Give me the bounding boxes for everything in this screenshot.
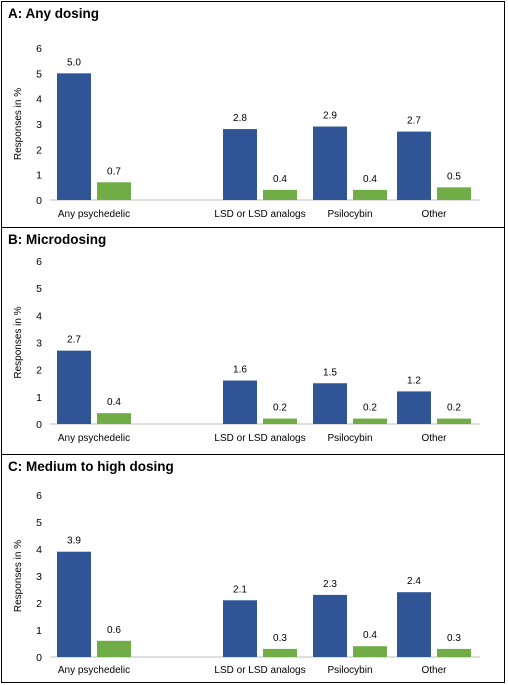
data-label: 0.5: [447, 171, 461, 182]
bar: [353, 646, 387, 657]
x-tick-label: Psilocybin: [327, 433, 372, 444]
data-label: 2.3: [323, 579, 337, 590]
bar: [223, 380, 257, 424]
data-label: 0.2: [447, 403, 461, 414]
data-label: 1.2: [407, 375, 421, 386]
x-tick-label: LSD or LSD analogs: [214, 209, 305, 220]
data-label: 1.5: [323, 367, 337, 378]
bar: [397, 391, 431, 424]
x-tick-label: Psilocybin: [327, 209, 372, 220]
x-tick-label: Any psychedelic: [58, 209, 130, 220]
y-axis-label: Responses in %: [13, 306, 24, 378]
bar: [57, 350, 91, 424]
data-label: 0.4: [363, 174, 377, 185]
chart-panel-medium-high-dosing: C: Medium to high dosing Responses in % 0…: [1, 454, 505, 683]
y-tick-label: 2: [36, 598, 42, 610]
bar: [353, 418, 387, 424]
data-label: 2.8: [233, 113, 247, 124]
y-tick-label: 6: [36, 490, 42, 502]
y-tick-label: 1: [36, 392, 42, 404]
data-label: 0.7: [107, 166, 121, 177]
bar: [223, 129, 257, 200]
y-tick-label: 0: [36, 419, 42, 431]
data-label: 2.9: [323, 111, 337, 122]
x-tick-label: LSD or LSD analogs: [214, 665, 305, 676]
data-label: 3.9: [67, 536, 81, 547]
bar: [263, 648, 297, 657]
bar-chart-svg: Responses in % 0 1 2 3 4 5 6 Any psychedelic 5.0 0…: [13, 43, 480, 220]
y-tick-label: 4: [36, 94, 42, 106]
bar: [223, 600, 257, 657]
data-label: 0.2: [273, 403, 287, 414]
bar: [263, 189, 297, 200]
panel-title: A: Any dosing: [8, 6, 99, 21]
bar: [437, 187, 471, 200]
y-tick-label: 3: [36, 338, 42, 350]
bar: [437, 648, 471, 657]
x-tick-label: Other: [421, 665, 447, 676]
y-tick-label: 0: [36, 652, 42, 664]
y-tick-label: 3: [36, 571, 42, 583]
data-label: 2.1: [233, 584, 247, 595]
data-label: 0.3: [273, 633, 287, 644]
data-label: 0.4: [363, 630, 377, 641]
data-label: 1.6: [233, 365, 247, 376]
bar: [263, 418, 297, 424]
bar: [97, 640, 131, 657]
x-tick-label: Any psychedelic: [58, 665, 130, 676]
data-label: 0.6: [107, 625, 121, 636]
panel-title: C: Medium to high dosing: [8, 459, 174, 474]
y-axis-label: Responses in %: [13, 88, 24, 160]
y-tick-label: 5: [36, 517, 42, 529]
bar: [397, 592, 431, 657]
bar-chart-svg: Responses in % 0 1 2 3 4 5 6 Any psychedelic 3.9 0…: [13, 490, 480, 676]
y-tick-label: 5: [36, 283, 42, 295]
x-tick-label: Other: [421, 209, 447, 220]
bar: [437, 418, 471, 424]
y-tick-label: 4: [36, 544, 42, 556]
x-tick-label: Other: [421, 433, 447, 444]
bar: [313, 594, 347, 657]
y-tick-label: 1: [36, 625, 42, 637]
x-tick-label: Psilocybin: [327, 665, 372, 676]
bar: [97, 413, 131, 424]
data-label: 2.7: [67, 335, 81, 346]
y-tick-label: 6: [36, 256, 42, 268]
panel-title: B: Microdosing: [8, 232, 107, 247]
y-tick-label: 6: [36, 43, 42, 55]
bar: [353, 189, 387, 200]
data-label: 2.7: [407, 116, 421, 127]
bar: [313, 383, 347, 424]
y-tick-label: 2: [36, 365, 42, 377]
data-label: 0.4: [273, 174, 287, 185]
y-tick-label: 3: [36, 119, 42, 131]
y-tick-label: 1: [36, 170, 42, 182]
chart-panel-any-dosing: A: Any dosing Responses in % 0 1 2 3 4 5 6 Any p…: [1, 1, 505, 228]
bar: [57, 73, 91, 200]
data-label: 2.4: [407, 576, 421, 587]
y-tick-label: 0: [36, 195, 42, 207]
y-tick-label: 5: [36, 68, 42, 80]
data-label: 0.4: [107, 397, 121, 408]
bar: [313, 126, 347, 200]
x-tick-label: LSD or LSD analogs: [214, 433, 305, 444]
bar-chart-svg: Responses in % 0 1 2 3 4 5 6 Any psychedelic 2.7 0…: [13, 256, 480, 444]
data-label: 5.0: [67, 57, 81, 68]
y-axis-label: Responses in %: [13, 540, 24, 612]
bar: [97, 182, 131, 200]
x-tick-label: Any psychedelic: [58, 433, 130, 444]
y-tick-label: 2: [36, 144, 42, 156]
chart-panel-microdosing: B: Microdosing Responses in % 0 1 2 3 4 5 6 Any …: [1, 227, 505, 455]
y-tick-label: 4: [36, 310, 42, 322]
bar: [397, 131, 431, 200]
bar: [57, 551, 91, 657]
data-label: 0.3: [447, 633, 461, 644]
data-label: 0.2: [363, 403, 377, 414]
